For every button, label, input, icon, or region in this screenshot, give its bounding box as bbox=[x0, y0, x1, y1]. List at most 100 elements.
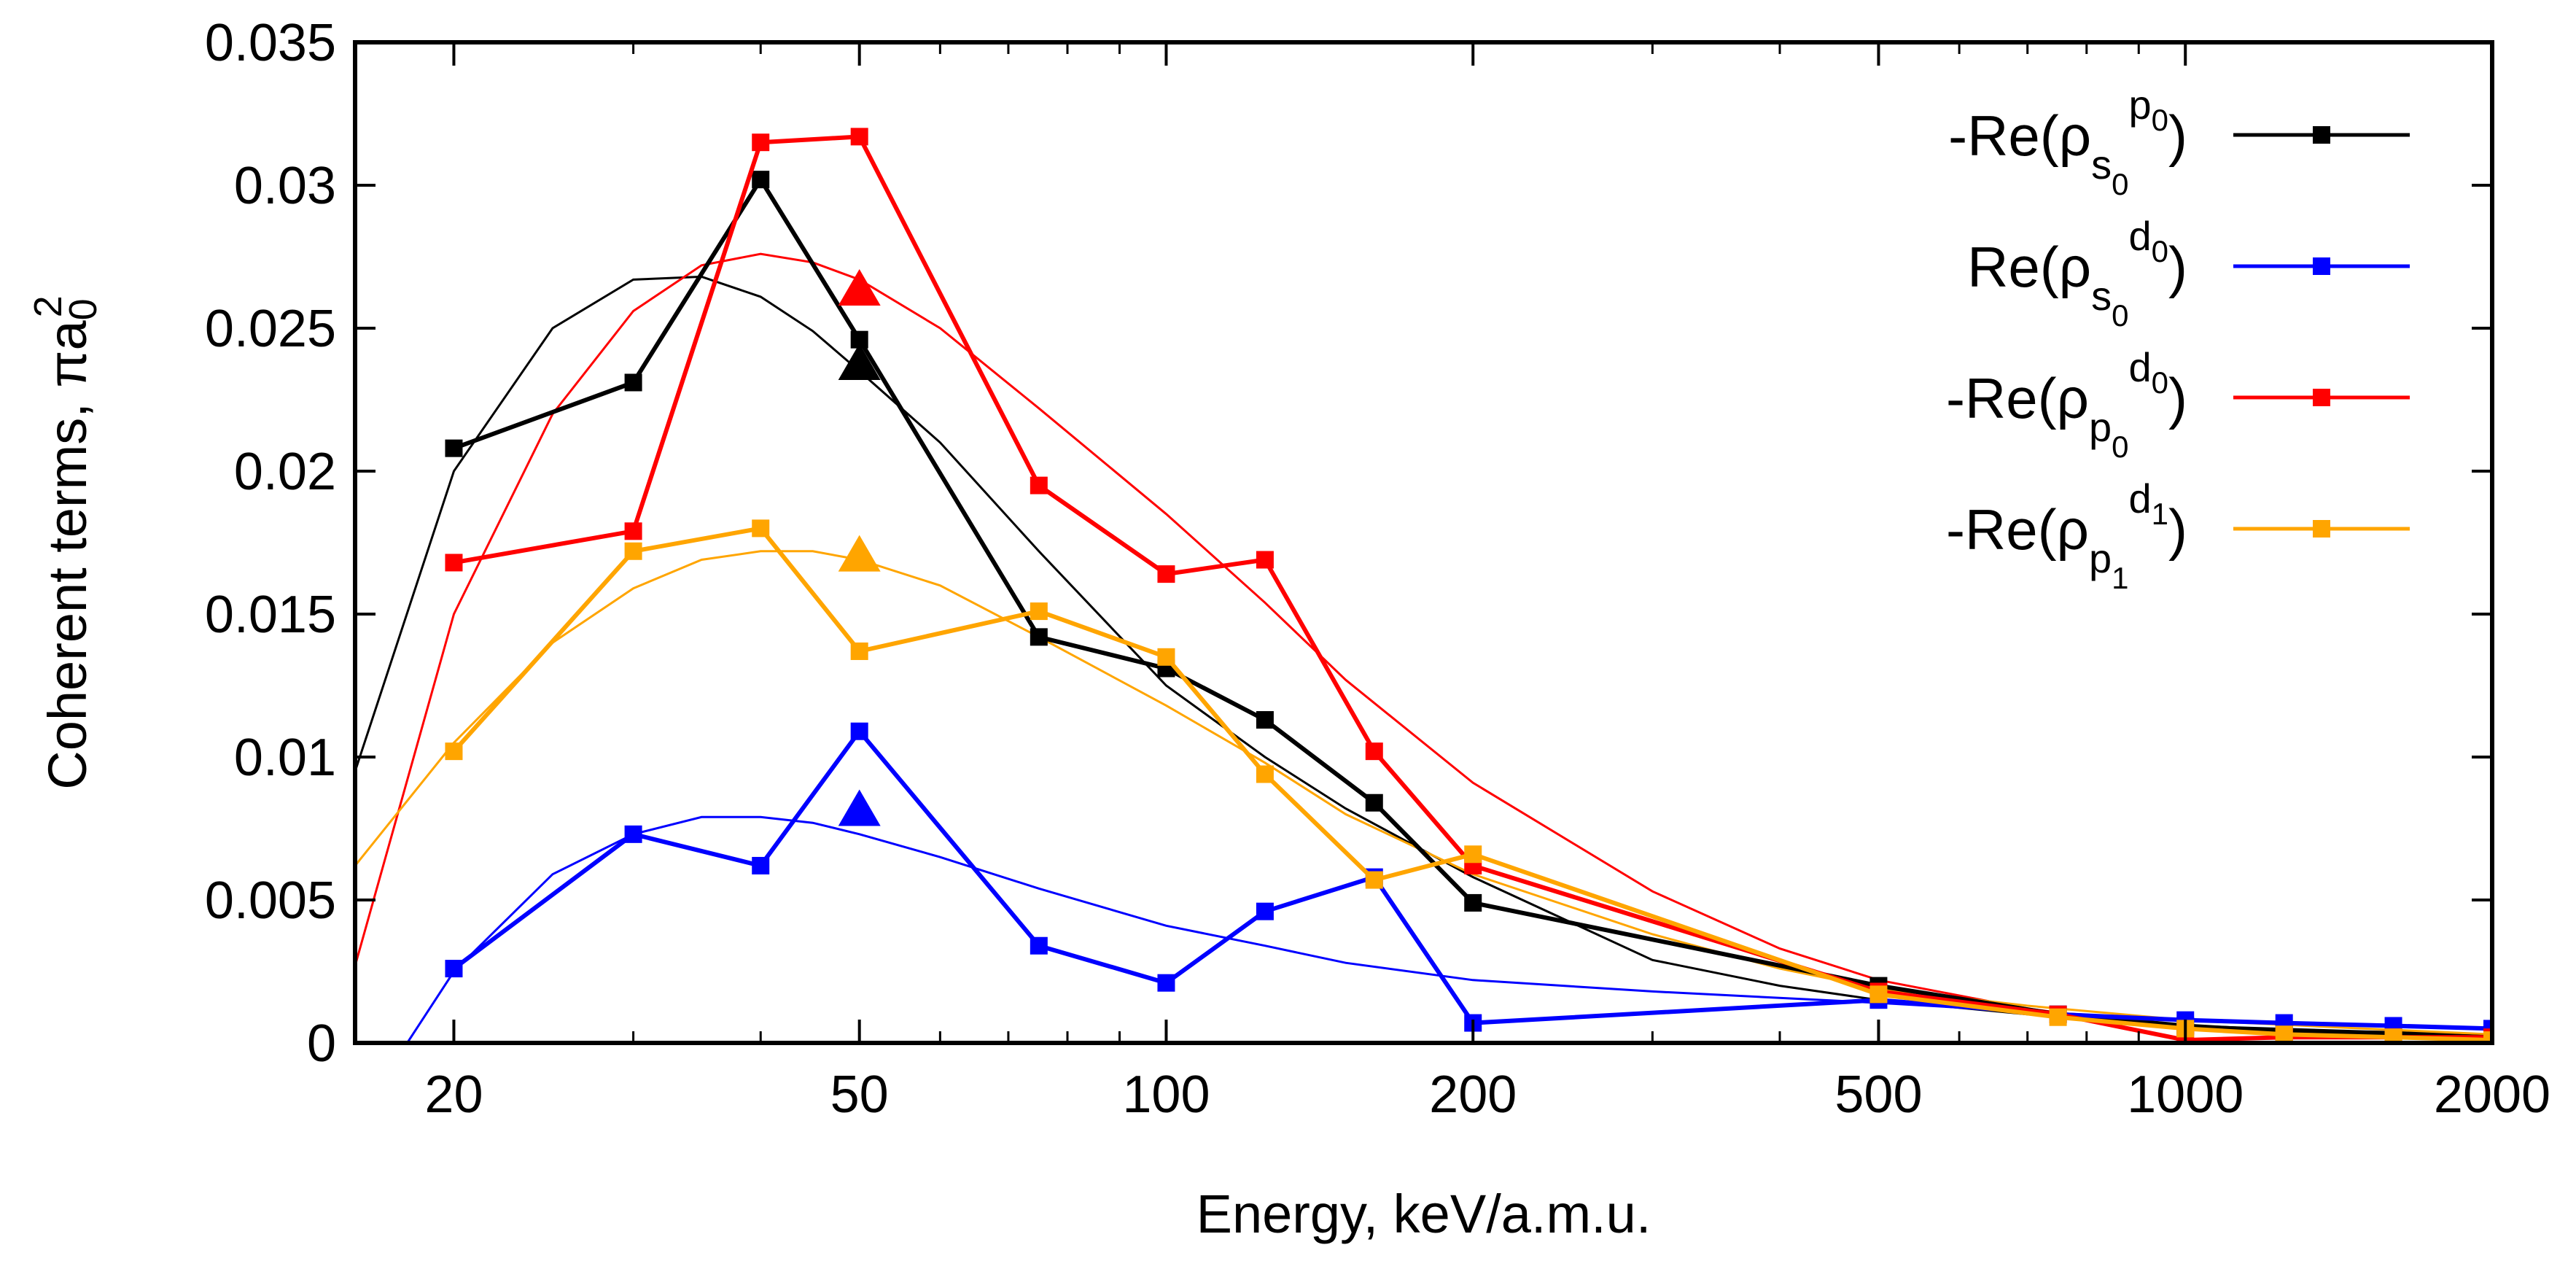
y-tick-label: 0.005 bbox=[205, 872, 336, 930]
legend-label-part: 0 bbox=[2152, 234, 2168, 268]
data-line bbox=[452, 526, 2492, 1043]
legend-label-part: -Re(ρ bbox=[1946, 366, 2089, 430]
data-point bbox=[1464, 845, 1482, 864]
data-point bbox=[850, 128, 868, 146]
data-point bbox=[1256, 711, 1274, 729]
y-axis-title-group: Coherent terms, πa02 bbox=[26, 295, 105, 789]
y-tick-label: 0.025 bbox=[205, 300, 336, 358]
x-tick-label: 1000 bbox=[2127, 1066, 2244, 1124]
legend-label-part: ) bbox=[2168, 104, 2187, 168]
data-point bbox=[752, 519, 770, 538]
data-point bbox=[1030, 936, 1048, 955]
data-point bbox=[445, 742, 463, 761]
data-point bbox=[752, 133, 770, 152]
legend-label-part: d bbox=[2129, 213, 2152, 259]
x-tick-label: 500 bbox=[1834, 1066, 1922, 1124]
data-point bbox=[624, 825, 642, 843]
y-tick-label: 0 bbox=[307, 1014, 336, 1073]
legend-label-part: p bbox=[2129, 82, 2152, 128]
legend-label-part: 0 bbox=[2112, 167, 2128, 201]
data-point bbox=[624, 542, 642, 560]
legend-label-part: ) bbox=[2168, 497, 2187, 562]
legend-label-part: -Re(ρ bbox=[1948, 104, 2091, 168]
y-axis-title-sup: 2 bbox=[26, 295, 70, 317]
data-point bbox=[1157, 974, 1175, 992]
legend-label-part: 0 bbox=[2152, 103, 2168, 137]
legend-label-part: s bbox=[2091, 273, 2112, 319]
legend-label: -Re(ρp1d1) bbox=[1946, 476, 2187, 595]
x-tick-label: 20 bbox=[424, 1066, 483, 1124]
legend-marker bbox=[2313, 126, 2330, 144]
series-group bbox=[355, 128, 2492, 1043]
legend-label-part: 0 bbox=[2112, 430, 2128, 464]
y-tick-label: 0.03 bbox=[234, 157, 336, 215]
data-point bbox=[1030, 476, 1048, 494]
data-point bbox=[445, 554, 463, 572]
data-line bbox=[452, 729, 2492, 1031]
legend-label: Re(ρs0d0) bbox=[1967, 213, 2187, 333]
x-tick-label: 100 bbox=[1122, 1066, 1210, 1124]
legend-label-part: ) bbox=[2168, 235, 2187, 299]
data-point bbox=[752, 171, 770, 189]
data-point bbox=[1256, 551, 1274, 569]
legend-label-part: 0 bbox=[2112, 298, 2128, 333]
x-axis-title: Energy, keV/a.m.u. bbox=[1196, 1184, 1651, 1244]
triangle-marker bbox=[838, 343, 881, 380]
legend-marker bbox=[2313, 389, 2330, 406]
legend-label-part: Re(ρ bbox=[1967, 235, 2091, 299]
data-point bbox=[1256, 765, 1274, 783]
legend-label-part: p bbox=[2089, 535, 2112, 581]
data-point bbox=[2049, 1008, 2067, 1026]
legend-label-part: d bbox=[2129, 476, 2152, 521]
data-point bbox=[752, 856, 770, 874]
legend-label: -Re(ρs0p0) bbox=[1948, 82, 2187, 201]
y-axis-title-sub: 0 bbox=[61, 298, 105, 320]
triangle-marker bbox=[838, 789, 881, 826]
data-point bbox=[1157, 565, 1175, 583]
data-point bbox=[624, 522, 642, 540]
legend-label-part: s bbox=[2091, 141, 2112, 187]
legend-label-part: 1 bbox=[2112, 561, 2128, 595]
legend-label: -Re(ρp0d0) bbox=[1946, 344, 2187, 464]
legend-marker bbox=[2313, 520, 2330, 538]
legend-label-part: p bbox=[2089, 404, 2112, 450]
legend-label-part: 0 bbox=[2152, 365, 2168, 400]
plot-layer bbox=[355, 128, 2492, 1043]
data-point bbox=[1157, 648, 1175, 666]
data-point bbox=[445, 960, 463, 978]
data-point bbox=[2384, 1028, 2402, 1043]
y-tick-label: 0.02 bbox=[234, 443, 336, 501]
y-tick-label: 0.015 bbox=[205, 586, 336, 644]
legend-marker bbox=[2313, 257, 2330, 275]
y-axis-title: Coherent terms, πa02 bbox=[26, 295, 105, 789]
theory-line bbox=[406, 815, 2492, 1043]
x-tick-label: 200 bbox=[1429, 1066, 1517, 1124]
data-point bbox=[850, 722, 868, 740]
theory-line bbox=[355, 550, 2492, 1036]
data-point bbox=[1464, 893, 1482, 912]
x-tick-label: 2000 bbox=[2434, 1066, 2550, 1124]
data-point bbox=[1869, 985, 1888, 1004]
data-point bbox=[1030, 628, 1048, 646]
triangle-marker bbox=[838, 535, 881, 572]
data-point bbox=[2275, 1025, 2293, 1043]
legend-label-part: 1 bbox=[2152, 497, 2168, 531]
legend-label-part: d bbox=[2129, 344, 2152, 390]
legend-label-part: ) bbox=[2168, 366, 2187, 430]
data-point bbox=[624, 373, 642, 392]
data-point bbox=[1256, 902, 1274, 920]
plot-frame bbox=[353, 40, 2494, 1045]
data-point bbox=[1030, 602, 1048, 621]
data-point bbox=[1365, 871, 1383, 889]
data-point bbox=[850, 642, 868, 660]
y-axis-title-main: Coherent terms, πa bbox=[37, 320, 98, 790]
data-point bbox=[1365, 794, 1383, 812]
legend: -Re(ρs0p0)Re(ρs0d0)-Re(ρp0d0)-Re(ρp1d1) bbox=[1946, 82, 2410, 595]
y-tick-label: 0.01 bbox=[234, 729, 336, 787]
x-tick-label: 50 bbox=[830, 1066, 889, 1124]
data-point bbox=[445, 439, 463, 457]
legend-label-part: -Re(ρ bbox=[1946, 497, 2089, 562]
data-point bbox=[1365, 742, 1383, 761]
